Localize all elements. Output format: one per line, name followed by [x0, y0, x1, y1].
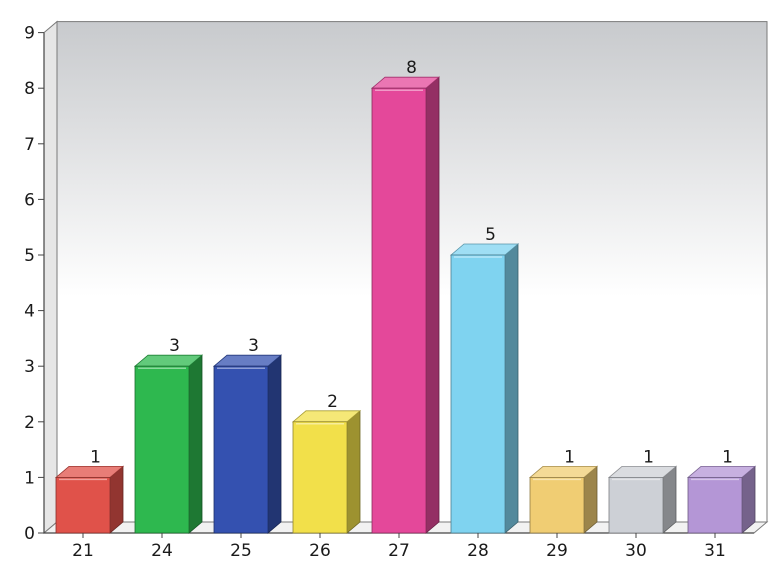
- x-axis-ticks: 21 24 25 26 27 28 29 30 31: [72, 533, 726, 561]
- bar-front-face: [134, 365, 190, 534]
- y-tick-label: 2: [24, 413, 35, 433]
- x-tick-label-29: 29: [546, 541, 568, 561]
- y-tick-label: 6: [24, 190, 35, 210]
- x-tick-label-27: 27: [388, 541, 410, 561]
- y-tick-label: 9: [24, 24, 35, 44]
- bar-25: [212, 354, 283, 534]
- data-label-31: 1: [722, 447, 733, 467]
- y-tick-label: 7: [24, 135, 35, 155]
- y-axis-ticks: 0 1 2 3 4 5 6 7 8 9: [24, 24, 44, 544]
- bar-front-face: [608, 476, 664, 534]
- bar-26: [291, 409, 362, 534]
- data-label-29: 1: [564, 447, 575, 467]
- data-label-21: 1: [90, 447, 101, 467]
- bar-front-face: [450, 254, 506, 534]
- bar-front-face: [687, 476, 743, 534]
- bar-front-face: [213, 365, 269, 534]
- bar-side-face: [504, 243, 519, 534]
- y-tick-label: 5: [24, 246, 35, 266]
- bar-side-face: [109, 465, 124, 534]
- bar-front-face: [55, 476, 111, 534]
- x-tick-label-24: 24: [151, 541, 173, 561]
- bar-30: [607, 465, 678, 534]
- bar-side-face: [425, 76, 440, 534]
- bar-28: [449, 243, 520, 534]
- bar-27: [370, 76, 441, 534]
- bar-29: [528, 465, 599, 534]
- y-tick-label: 0: [24, 524, 35, 544]
- bar-side-face: [662, 465, 677, 534]
- bar-front-face: [292, 421, 348, 534]
- bar-21: [54, 465, 125, 534]
- bars-group: [54, 76, 757, 534]
- x-tick-label-26: 26: [309, 541, 331, 561]
- data-label-24: 3: [169, 336, 180, 356]
- data-label-30: 1: [643, 447, 654, 467]
- bar-24: [133, 354, 204, 534]
- y-tick-label: 3: [24, 357, 35, 377]
- bar-front-face: [371, 87, 427, 534]
- data-label-28: 5: [485, 225, 496, 245]
- data-label-25: 3: [248, 336, 259, 356]
- x-tick-label-28: 28: [467, 541, 489, 561]
- bar-side-face: [346, 409, 361, 534]
- bar-side-face: [267, 354, 282, 534]
- bar-side-face: [188, 354, 203, 534]
- data-labels-group: 1 3 3 2 8 5 1 1 1: [90, 58, 733, 467]
- x-tick-label-30: 30: [625, 541, 647, 561]
- bar-side-face: [583, 465, 598, 534]
- y-tick-label: 8: [24, 79, 35, 99]
- bar-front-face: [529, 476, 585, 534]
- y-tick-label: 4: [24, 302, 35, 322]
- data-label-26: 2: [327, 392, 338, 412]
- side-wall: [43, 20, 58, 535]
- x-tick-label-31: 31: [704, 541, 726, 561]
- x-tick-label-21: 21: [72, 541, 94, 561]
- bar-31: [686, 465, 757, 534]
- bar-side-face: [741, 465, 756, 534]
- y-tick-label: 1: [24, 468, 35, 488]
- data-label-27: 8: [406, 58, 417, 78]
- x-tick-label-25: 25: [230, 541, 252, 561]
